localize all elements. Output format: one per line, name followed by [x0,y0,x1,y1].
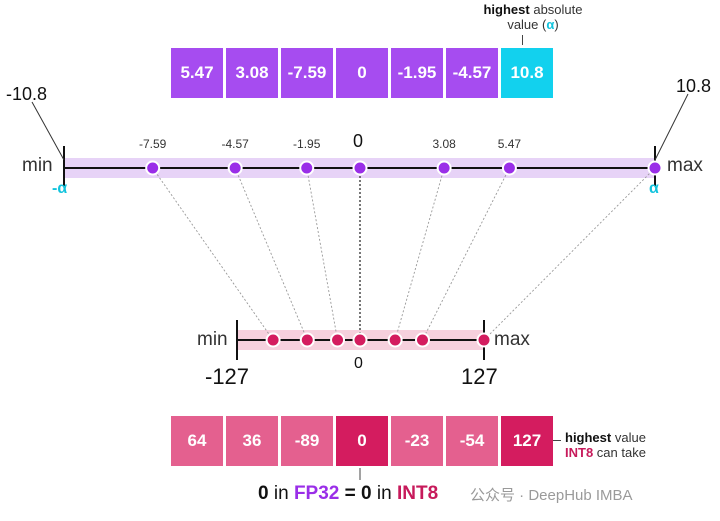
eq-in2: in [376,483,392,504]
int8-highest-note: highest value INT8 can take [565,430,705,460]
int8-left-value: -127 [205,364,250,389]
fp32-point-label: -7.59 [138,137,167,151]
mapping-line [422,167,510,341]
int8-note-tail: can take [596,445,646,460]
zero-equation: 0 in FP32 = 0 in INT8 [258,483,438,505]
int8-points [265,332,492,348]
fp32-point [299,160,315,176]
fp32-highest-note: highest absolute value (α) [468,2,598,32]
note-rest: absolute [533,2,583,17]
fp32-point [647,160,663,176]
note-bold: highest [483,2,530,17]
note-tick [522,35,523,45]
fp32-pos-alpha: α [649,180,659,197]
eq-sign: = [344,483,356,504]
int8-cell: -89 [281,416,333,466]
eq-b: 0 [361,483,372,504]
int8-zero-label: 0 [354,355,363,372]
eq-a: 0 [258,483,269,504]
int8-note-format: INT8 [565,445,594,460]
fp32-cell: 0 [336,48,388,98]
int8-cell: 36 [226,416,278,466]
mapping-line [483,167,656,341]
fp32-cell-highest: 10.8 [501,48,553,98]
int8-array: 64 36 -89 0 -23 -54 127 [171,416,553,466]
int8-cell-highest: 127 [501,416,553,466]
eq-in1: in [273,483,289,504]
fp32-point-label: -1.95 [293,137,321,151]
eq-fmt1: FP32 [293,483,340,504]
fp32-max-label: max [667,155,703,176]
fp32-point [227,160,243,176]
fp32-leader-left [31,101,65,161]
fp32-zero-label: 0 [353,131,364,151]
watermark: 公众号 · DeepHub IMBA [470,487,633,504]
int8-note-dash [553,440,561,441]
int8-cell: -23 [391,416,443,466]
mapping-lines [152,167,656,341]
fp32-point [352,160,368,176]
int8-point [299,332,315,348]
int8-point [387,332,403,348]
fp32-cell: -1.95 [391,48,443,98]
note-line2: value ( [507,17,547,32]
int8-note-bold: highest [565,430,612,445]
int8-right-value: 127 [461,364,498,389]
fp32-right-value: 10.8 [676,76,712,96]
int8-min-label: min [197,329,228,350]
int8-point [476,332,492,348]
fp32-leader-right [654,93,689,161]
fp32-point-label: 3.08 [432,137,456,151]
int8-cell-zero: 0 [336,416,388,466]
int8-note-rest: value [614,430,646,445]
fp32-points [145,160,663,176]
int8-max-label: max [494,329,530,350]
mapping-line [306,167,338,341]
fp32-cell: 3.08 [226,48,278,98]
int8-point [414,332,430,348]
int8-point [330,332,346,348]
note-alpha: α [546,17,555,32]
fp32-point-label: 5.47 [497,137,522,151]
fp32-cell: -4.57 [446,48,498,98]
fp32-cell: 5.47 [171,48,223,98]
mapping-line [234,167,308,341]
fp32-min-label: min [22,155,53,176]
note-close: ) [554,17,559,32]
fp32-neg-alpha: -α [52,180,68,197]
int8-point [265,332,281,348]
eq-fmt2: INT8 [396,483,439,504]
mapping-line [152,167,274,341]
fp32-left-value: -10.8 [6,84,48,104]
fp32-array: 5.47 3.08 -7.59 0 -1.95 -4.57 10.8 [171,48,553,98]
int8-cell: -54 [446,416,498,466]
fp32-point [436,160,452,176]
int8-cell: 64 [171,416,223,466]
fp32-cell: -7.59 [281,48,333,98]
mapping-line [394,167,445,341]
fp32-point [145,160,161,176]
fp32-point [501,160,517,176]
int8-point [352,332,368,348]
fp32-point-label: -4.57 [221,137,249,151]
